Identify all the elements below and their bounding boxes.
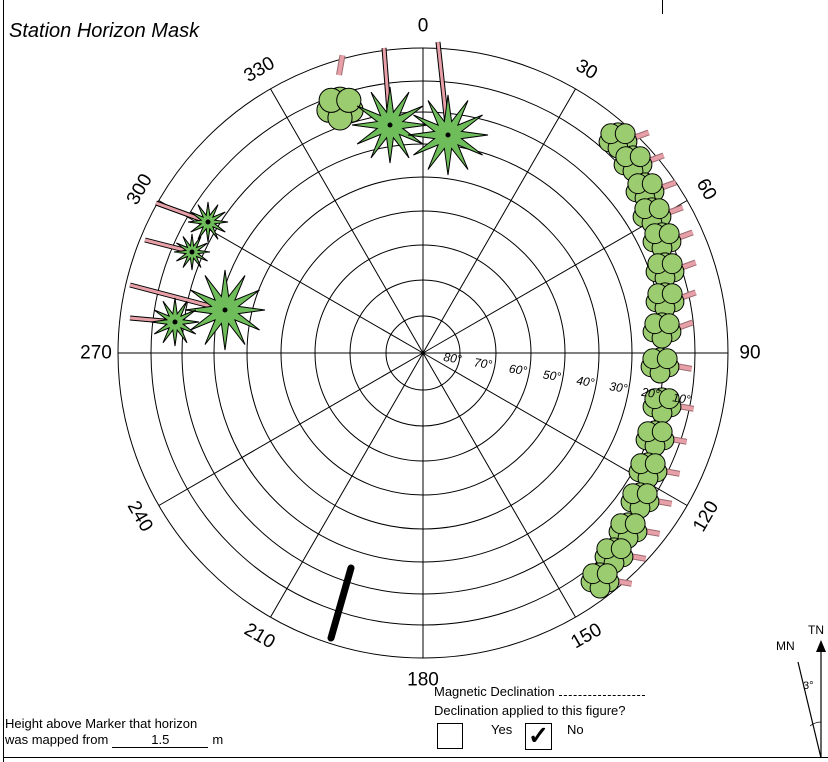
tree xyxy=(642,387,682,424)
tree xyxy=(635,420,675,457)
height-unit: m xyxy=(212,732,224,747)
azimuth-label: 60 xyxy=(692,175,721,204)
azimuth-label: 270 xyxy=(80,343,112,364)
height-value-field[interactable]: 1.5 xyxy=(112,733,209,748)
azimuth-spoke xyxy=(158,352,424,506)
tree xyxy=(316,86,364,131)
azimuth-spoke xyxy=(270,352,424,618)
tree xyxy=(642,312,682,349)
yes-label: Yes xyxy=(491,722,513,737)
yes-checkbox[interactable] xyxy=(437,723,463,749)
elevation-label: 70° xyxy=(473,355,493,371)
elevation-label: 60° xyxy=(508,362,528,378)
pole-obstruction xyxy=(327,564,355,642)
elevation-label: 50° xyxy=(542,368,562,384)
frame-border-bottom xyxy=(3,757,828,758)
no-label: No xyxy=(567,722,584,737)
palm-tree xyxy=(144,233,211,271)
palm-tree xyxy=(155,200,229,243)
tree xyxy=(640,347,680,384)
palm-tree xyxy=(351,47,429,164)
palm-tree xyxy=(129,269,266,351)
elevation-label: 80° xyxy=(443,350,463,366)
tree xyxy=(580,562,620,599)
height-prefix: was mapped from xyxy=(5,732,109,747)
true-north-label: TN xyxy=(808,623,824,637)
elevation-label: 30° xyxy=(609,379,629,395)
tree xyxy=(645,252,685,289)
azimuth-label: 120 xyxy=(689,498,723,536)
height-label: Height above Marker that horizon xyxy=(5,716,198,731)
tree-trunk xyxy=(336,54,346,76)
elevation-label: 20° xyxy=(640,385,661,402)
tree xyxy=(628,452,668,489)
obstructions xyxy=(129,41,697,642)
azimuth-label: 90 xyxy=(739,343,760,364)
frame-divider xyxy=(662,0,663,14)
azimuth-label: 210 xyxy=(241,619,279,653)
magnetic-north-line xyxy=(797,661,822,759)
elevation-labels: 80° 70° 60° 50° 40° 30° 20° 10° xyxy=(443,350,692,407)
tree xyxy=(645,282,685,319)
azimuth-label: 180 xyxy=(407,670,439,691)
azimuth-label: 0 xyxy=(418,16,429,37)
azimuth-label: 240 xyxy=(123,498,157,536)
north-arrow-diagram: TN MN 3° xyxy=(776,623,826,759)
azimuth-spoke xyxy=(422,88,576,354)
magnetic-north-label: MN xyxy=(776,639,795,653)
declination-label-text: Magnetic Declination xyxy=(434,684,555,699)
declination-angle-label: 3° xyxy=(803,680,814,692)
north-arrow-icon xyxy=(816,640,826,652)
elevation-label: 10° xyxy=(672,390,692,406)
declination-label: Magnetic Declination xyxy=(434,684,645,699)
declination-question: Declination applied to this figure? xyxy=(434,703,626,718)
no-checkbox[interactable]: ✓ xyxy=(525,723,552,750)
height-line: was mapped from 1.5 m xyxy=(5,732,223,748)
tree xyxy=(594,537,634,574)
azimuth-label: 330 xyxy=(241,53,279,87)
figure-title: Station Horizon Mask xyxy=(9,20,200,42)
palm-tree xyxy=(407,41,489,176)
elevation-label: 40° xyxy=(576,373,596,389)
azimuth-spoke xyxy=(422,352,576,618)
declination-arc xyxy=(809,721,822,727)
azimuth-label: 30 xyxy=(572,55,601,84)
palm-tree xyxy=(129,297,200,347)
tree xyxy=(613,145,653,182)
tree xyxy=(642,222,682,259)
azimuth-label: 300 xyxy=(123,171,157,209)
azimuth-spoke xyxy=(270,88,424,354)
declination-value-field[interactable] xyxy=(558,684,645,696)
azimuth-label: 150 xyxy=(568,619,606,653)
frame-border-left xyxy=(3,0,4,762)
